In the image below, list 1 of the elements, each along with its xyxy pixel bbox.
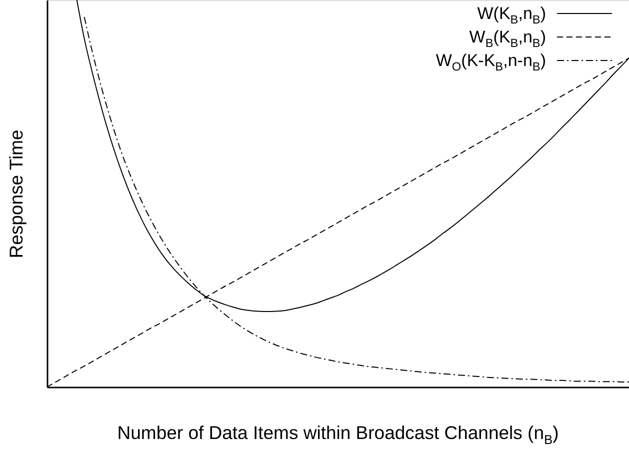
y-axis-title: Response Time	[6, 130, 26, 258]
